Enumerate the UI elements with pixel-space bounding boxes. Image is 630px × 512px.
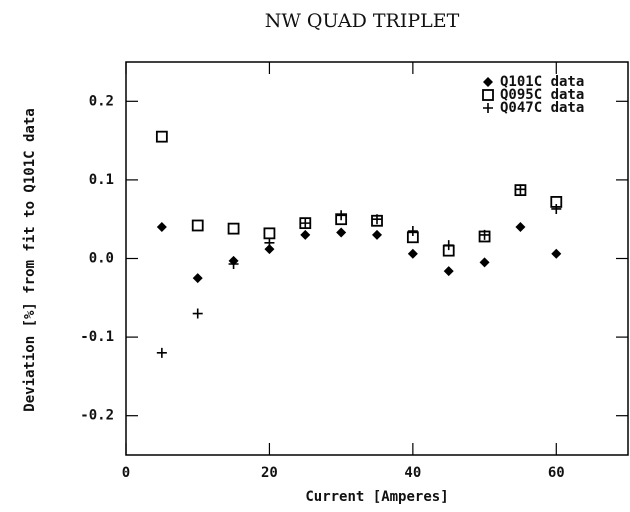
y-tick-label: 0.0 (89, 251, 114, 267)
point (551, 248, 562, 259)
point (263, 227, 276, 240)
point (515, 184, 526, 195)
x-tick-label: 40 (404, 465, 421, 481)
point (264, 244, 275, 255)
point (156, 222, 167, 233)
y-axis-label: Deviation [%] from fit to Q101C data (22, 108, 38, 411)
x-tick-label: 0 (122, 465, 130, 481)
point (407, 248, 418, 259)
point (443, 266, 454, 277)
x-tick-label: 20 (261, 465, 278, 481)
point (443, 240, 454, 251)
y-tick-label: -0.2 (80, 408, 114, 424)
point (336, 227, 347, 238)
x-tick-label: 60 (548, 465, 565, 481)
legend-marker (482, 89, 494, 101)
legend-label: Q101C data (500, 74, 584, 90)
point (156, 347, 167, 358)
point (192, 273, 203, 284)
chart-title: NW QUAD TRIPLET (265, 10, 460, 32)
point (372, 229, 382, 240)
point (191, 219, 204, 232)
plot-frame (125, 61, 629, 456)
legend-label: Q095C data (500, 87, 584, 103)
point (372, 214, 382, 225)
y-tick-label: -0.1 (80, 329, 114, 345)
legend-label: Q047C data (500, 100, 584, 116)
point (192, 308, 203, 319)
point (227, 222, 240, 235)
point (228, 259, 239, 270)
point (407, 225, 418, 236)
point (479, 229, 490, 240)
point (155, 130, 168, 143)
legend-marker (483, 77, 493, 87)
y-tick-label: 0.2 (89, 93, 114, 109)
point (515, 222, 526, 233)
point (336, 210, 347, 221)
point (300, 218, 311, 229)
legend-marker (483, 103, 493, 113)
point (264, 237, 275, 248)
point (551, 203, 562, 214)
x-axis-label: Current [Amperes] (305, 489, 448, 505)
point (300, 229, 311, 240)
y-tick-label: 0.1 (89, 172, 114, 188)
point (479, 257, 490, 268)
